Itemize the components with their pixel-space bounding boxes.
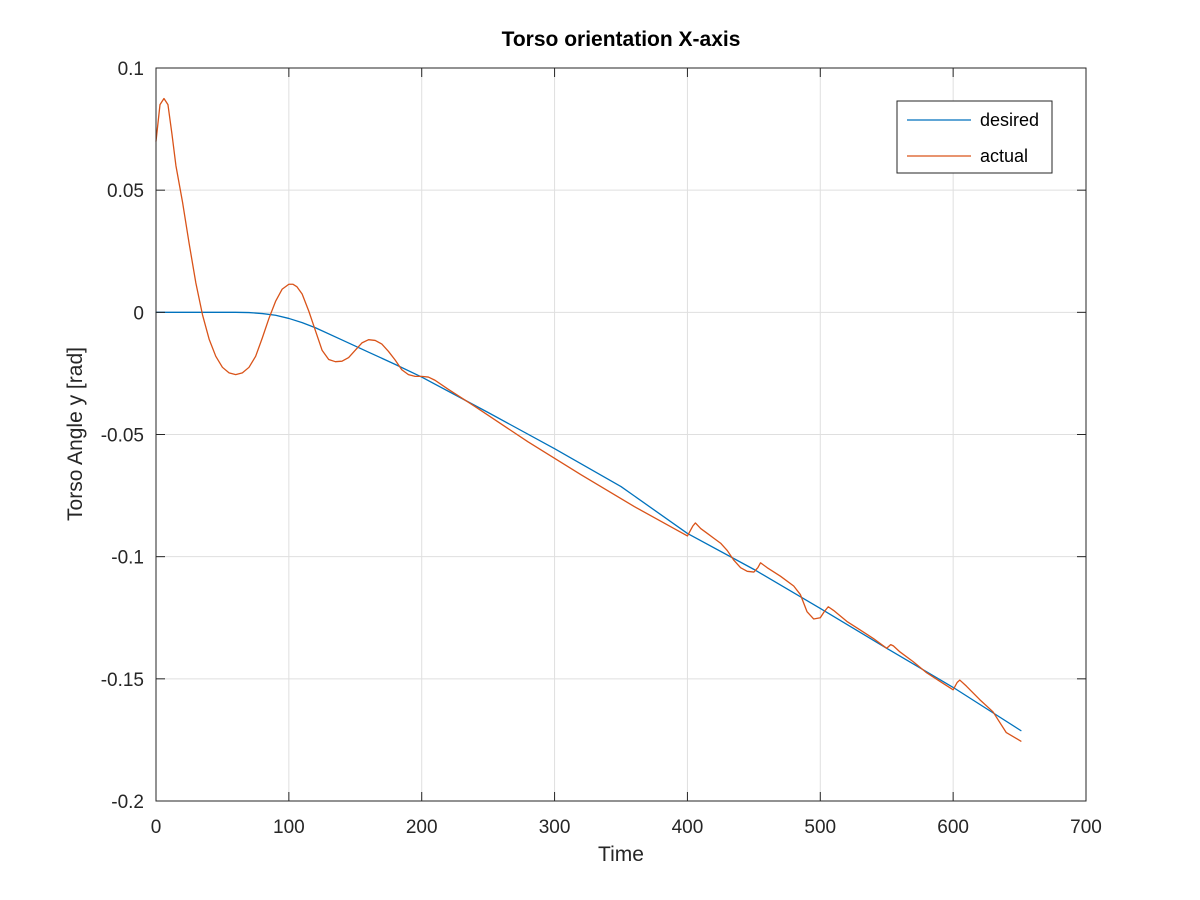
y-tick-label: -0.15 <box>101 670 144 691</box>
series-line-actual <box>155 97 1022 742</box>
x-tick-label: 100 <box>273 817 305 838</box>
y-tick-label: -0.05 <box>101 426 144 447</box>
legend-label-desired: desired <box>980 110 1039 130</box>
x-axis-label: Time <box>598 843 644 866</box>
chart-title: Torso orientation X-axis <box>502 28 741 51</box>
y-axis-label: Torso Angle y [rad] <box>64 347 87 521</box>
series-layer <box>155 97 1022 742</box>
x-tick-label: 700 <box>1070 817 1102 838</box>
x-tick-label: 300 <box>539 817 571 838</box>
y-tick-label: 0.05 <box>107 181 144 202</box>
grid-lines <box>156 68 1086 801</box>
tick-marks <box>155 67 1087 802</box>
x-tick-label: 200 <box>406 817 438 838</box>
legend: desired actual <box>896 100 1053 174</box>
y-tick-label: -0.1 <box>111 548 144 569</box>
x-tick-label: 600 <box>937 817 969 838</box>
x-tick-label: 400 <box>672 817 704 838</box>
x-tick-label: 0 <box>151 817 162 838</box>
legend-label-actual: actual <box>980 146 1028 166</box>
tick-labels: 0 100 200 300 400 500 600 700 -0.2 -0.15 -0.1 -0.05… <box>101 59 1102 838</box>
series-line-desired <box>155 311 1022 732</box>
y-tick-label: -0.2 <box>111 792 144 813</box>
legend-box <box>896 100 1053 174</box>
y-tick-label: 0.1 <box>118 59 144 80</box>
y-tick-label: 0 <box>133 303 144 324</box>
x-tick-label: 500 <box>804 817 836 838</box>
